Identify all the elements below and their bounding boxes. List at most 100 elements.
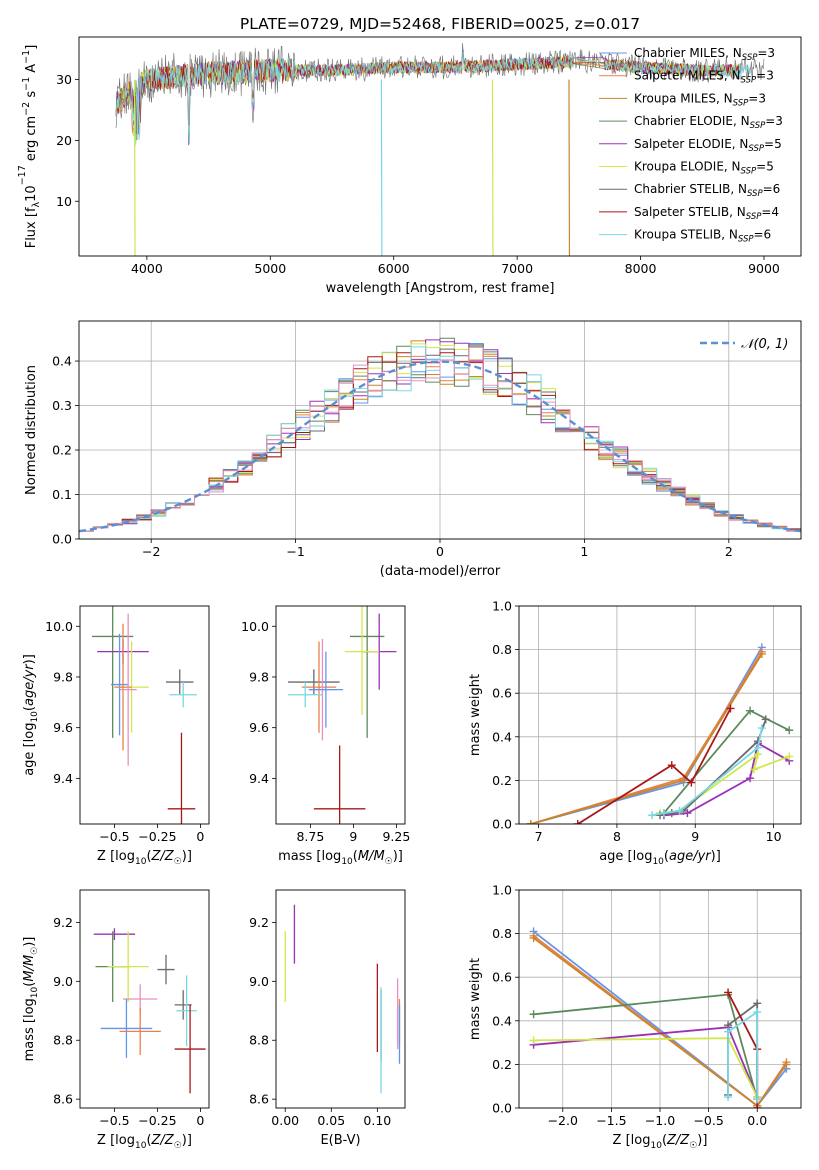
series-marker	[726, 704, 735, 713]
y-tick-label: 0.4	[492, 1013, 512, 1028]
error-bar-point	[308, 651, 344, 728]
error-bar-point	[92, 606, 134, 738]
x-tick-label: 0.10	[363, 1113, 391, 1128]
y-tick-label: 9.8	[53, 669, 73, 684]
series-marker	[675, 806, 684, 815]
x-tick-label: −2.0	[548, 1113, 578, 1128]
y-tick-label: 9.0	[53, 974, 73, 989]
x-tick-label: 6000	[378, 261, 410, 276]
mwZ-frame	[518, 889, 802, 1109]
x-tick-label: 8000	[625, 261, 657, 276]
x-tick-label: −0.5	[99, 829, 129, 844]
y-tick-label: 9.4	[53, 771, 73, 786]
mass-vs-EBV-axes: 0.00 0.05 0.10 8.6 8.8 9.0 9.2	[249, 915, 391, 1128]
x-tick-label: −1	[286, 544, 304, 559]
series-marker	[667, 761, 676, 770]
mass-vs-Z-axes: −0.5 −0.25 0 8.6 8.8 9.0 9.2	[53, 915, 204, 1128]
massZ-frame	[79, 889, 210, 1109]
series-marker	[757, 724, 766, 733]
series-marker	[529, 1036, 538, 1045]
gaussian-curve	[79, 360, 801, 533]
error-bar-point	[176, 975, 197, 1047]
error-bar-point	[114, 623, 132, 751]
mass-vs-Z-points	[93, 928, 206, 1094]
mass-weight-series	[573, 704, 735, 824]
series-marker	[782, 1060, 791, 1069]
x-tick-label: 9.25	[382, 829, 410, 844]
series-marker	[724, 988, 733, 997]
y-tick-label: 10.0	[45, 619, 73, 634]
x-tick-label: −1.0	[645, 1113, 675, 1128]
age-vs-Z-points	[92, 606, 197, 824]
x-tick-label: −1.5	[596, 1113, 626, 1128]
legend-label: Chabrier STELIB, NSSP=6	[634, 182, 780, 199]
ageZ-ylabel: age [log10(age/yr)]	[22, 654, 40, 776]
histogram-series	[79, 346, 801, 532]
series-marker	[785, 726, 794, 735]
histogram-steps	[79, 337, 801, 533]
x-tick-label: 7000	[501, 261, 533, 276]
spectrum-axes: 4000 5000 6000 7000 8000 9000 10 20 30	[56, 72, 780, 276]
x-tick-label: −2	[142, 544, 160, 559]
mwAge-xlabel: age [log10(age/yr)]	[599, 849, 721, 867]
x-tick-label: 4000	[131, 261, 163, 276]
legend-label: Chabrier MILES, NSSP=3	[634, 46, 775, 63]
y-tick-label: 8.8	[53, 1033, 73, 1048]
y-tick-label: 0.8	[492, 926, 512, 941]
mass-weight-series	[529, 1034, 762, 1102]
series-marker	[753, 1104, 762, 1108]
x-tick-label: 9	[349, 829, 357, 844]
error-bar-point	[301, 641, 337, 733]
series-marker	[573, 820, 582, 824]
error-bar-point	[157, 954, 175, 985]
error-bar-point	[100, 999, 153, 1058]
y-tick-label: 1.0	[492, 599, 512, 614]
x-tick-label: 0.00	[271, 1113, 299, 1128]
legend-label: Salpeter STELIB, NSSP=4	[634, 205, 779, 222]
mass-vs-EBV-points	[284, 904, 401, 1094]
x-tick-label: 9000	[748, 261, 780, 276]
series-marker	[529, 933, 538, 942]
series-line	[530, 646, 763, 824]
spectrum-ylabel: Flux [fλ10−17 erg cm−2 s−1 A−1]	[17, 45, 42, 249]
y-tick-label: 9.8	[249, 669, 269, 684]
legend-label: Chabrier ELODIE, NSSP=3	[634, 114, 783, 131]
y-tick-label: 0.4	[492, 729, 512, 744]
mass-weight-series	[648, 724, 766, 820]
error-bar-point	[93, 928, 136, 941]
series-marker	[526, 820, 535, 824]
y-tick-label: 0.8	[492, 642, 512, 657]
massZ-xlabel: Z [log10(Z/Z☉)]	[97, 1133, 192, 1151]
ageM-xlabel: mass [log10(M/M☉)]	[278, 849, 403, 867]
spectrum-series-line	[115, 51, 752, 147]
y-tick-label: 0.2	[52, 443, 72, 458]
series-marker	[757, 649, 766, 658]
series-marker	[724, 1093, 733, 1102]
spectrum-frame	[78, 36, 802, 257]
series-marker	[753, 1095, 762, 1104]
mwZ-ylabel: mass weight	[468, 958, 483, 1040]
mass-weight-vs-Z-lines	[529, 927, 791, 1108]
series-marker	[687, 778, 696, 787]
x-tick-label: −0.5	[693, 1113, 723, 1128]
y-tick-label: 8.8	[249, 1033, 269, 1048]
x-tick-label: 5000	[254, 261, 286, 276]
age-vs-Z-axes: −0.5 −0.25 0 9.4 9.6 9.8 10.0	[45, 619, 204, 844]
figure-title: PLATE=0729, MJD=52468, FIBERID=0025, z=0…	[240, 15, 640, 33]
x-tick-label: 9	[691, 829, 699, 844]
x-tick-label: −0.25	[138, 829, 176, 844]
error-bar-point	[107, 931, 149, 1002]
y-tick-label: 0.2	[492, 773, 512, 788]
series-line	[533, 993, 759, 1100]
legend-label: Kroupa STELIB, NSSP=6	[634, 228, 771, 245]
series-marker	[529, 1010, 538, 1019]
mass-weight-series	[724, 1008, 762, 1104]
error-bar-point	[288, 669, 340, 695]
y-tick-label: 20	[56, 133, 72, 148]
mwAge-ylabel: mass weight	[468, 674, 483, 756]
y-tick-label: 8.6	[249, 1092, 269, 1107]
hist-xlabel: (data-model)/error	[380, 564, 501, 579]
error-bar-point	[174, 990, 192, 1020]
ageM-frame	[275, 605, 406, 825]
hist-frame	[78, 320, 802, 540]
